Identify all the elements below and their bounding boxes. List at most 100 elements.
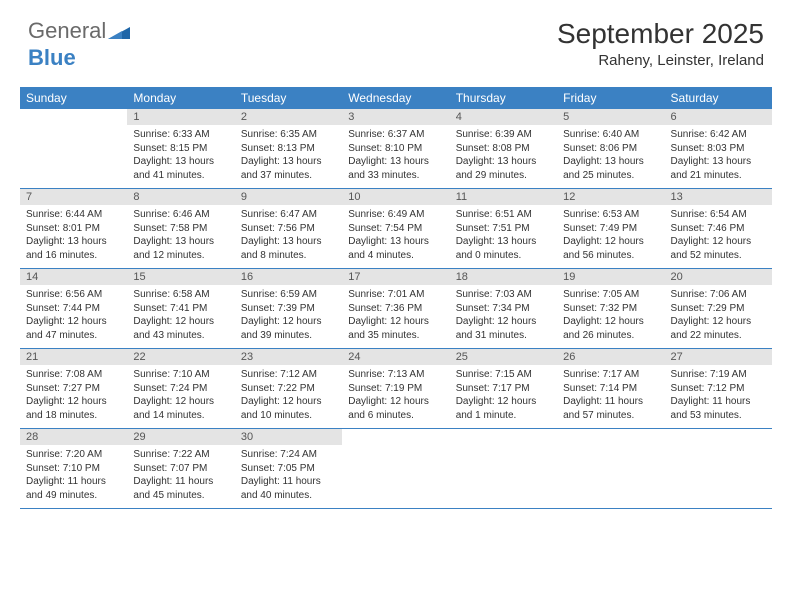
day-info-line: and 57 minutes. — [563, 409, 658, 423]
day-of-week-header: Sunday — [20, 87, 127, 109]
day-number-cell — [342, 429, 449, 446]
day-number-cell: 13 — [665, 189, 772, 206]
day-info-line: Daylight: 13 hours — [241, 235, 336, 249]
day-info-line: Daylight: 12 hours — [563, 315, 658, 329]
calendar-head: SundayMondayTuesdayWednesdayThursdayFrid… — [20, 87, 772, 109]
days-of-week-row: SundayMondayTuesdayWednesdayThursdayFrid… — [20, 87, 772, 109]
day-info-line: Sunrise: 6:37 AM — [348, 128, 443, 142]
day-info-line: Sunset: 8:08 PM — [456, 142, 551, 156]
day-info-line: Sunrise: 6:47 AM — [241, 208, 336, 222]
day-content-row: Sunrise: 6:33 AMSunset: 8:15 PMDaylight:… — [20, 125, 772, 189]
day-info-line: Sunset: 8:03 PM — [671, 142, 766, 156]
day-info-line: and 10 minutes. — [241, 409, 336, 423]
page-header: General Blue September 2025 Raheny, Lein… — [0, 0, 792, 77]
day-info-line: Sunrise: 6:33 AM — [133, 128, 228, 142]
day-number-cell — [20, 109, 127, 125]
day-content-cell: Sunrise: 7:05 AMSunset: 7:32 PMDaylight:… — [557, 285, 664, 349]
day-info-line: Sunrise: 6:35 AM — [241, 128, 336, 142]
day-info-line: Sunset: 8:06 PM — [563, 142, 658, 156]
day-info-line: Daylight: 12 hours — [133, 315, 228, 329]
day-number-cell: 11 — [450, 189, 557, 206]
day-info-line: Sunrise: 6:39 AM — [456, 128, 551, 142]
day-info-line: Daylight: 12 hours — [133, 395, 228, 409]
day-info-line: Sunrise: 6:53 AM — [563, 208, 658, 222]
day-of-week-header: Wednesday — [342, 87, 449, 109]
day-content-cell: Sunrise: 7:22 AMSunset: 7:07 PMDaylight:… — [127, 445, 234, 509]
day-info-line: Sunrise: 6:59 AM — [241, 288, 336, 302]
day-info-line: Daylight: 12 hours — [671, 315, 766, 329]
day-info-line: Daylight: 13 hours — [348, 235, 443, 249]
day-info-line: Sunset: 7:39 PM — [241, 302, 336, 316]
day-number-cell: 23 — [235, 349, 342, 366]
day-info-line: Sunrise: 7:19 AM — [671, 368, 766, 382]
brand-text-1: General — [28, 18, 106, 43]
day-info-line: Daylight: 13 hours — [348, 155, 443, 169]
day-number-cell: 22 — [127, 349, 234, 366]
day-info-line: Sunrise: 7:06 AM — [671, 288, 766, 302]
day-info-line: Daylight: 12 hours — [456, 395, 551, 409]
day-info-line: and 25 minutes. — [563, 169, 658, 183]
day-content-cell: Sunrise: 6:47 AMSunset: 7:56 PMDaylight:… — [235, 205, 342, 269]
day-content-cell: Sunrise: 6:46 AMSunset: 7:58 PMDaylight:… — [127, 205, 234, 269]
day-number-cell: 4 — [450, 109, 557, 125]
day-content-cell — [665, 445, 772, 509]
day-info-line: and 29 minutes. — [456, 169, 551, 183]
day-content-cell: Sunrise: 6:49 AMSunset: 7:54 PMDaylight:… — [342, 205, 449, 269]
day-info-line: Sunrise: 7:08 AM — [26, 368, 121, 382]
day-info-line: and 22 minutes. — [671, 329, 766, 343]
day-info-line: Sunrise: 6:44 AM — [26, 208, 121, 222]
day-info-line: and 21 minutes. — [671, 169, 766, 183]
day-info-line: Sunrise: 7:10 AM — [133, 368, 228, 382]
day-info-line: and 47 minutes. — [26, 329, 121, 343]
day-info-line: Sunrise: 7:05 AM — [563, 288, 658, 302]
day-info-line: Daylight: 13 hours — [671, 155, 766, 169]
brand-triangle-icon — [108, 19, 130, 45]
day-info-line: and 49 minutes. — [26, 489, 121, 503]
day-content-cell — [450, 445, 557, 509]
day-info-line: Sunset: 8:13 PM — [241, 142, 336, 156]
day-number-cell: 1 — [127, 109, 234, 125]
calendar-body: 123456Sunrise: 6:33 AMSunset: 8:15 PMDay… — [20, 109, 772, 509]
day-info-line: and 12 minutes. — [133, 249, 228, 263]
day-info-line: Sunrise: 7:20 AM — [26, 448, 121, 462]
day-of-week-header: Tuesday — [235, 87, 342, 109]
day-info-line: Sunrise: 6:46 AM — [133, 208, 228, 222]
day-content-cell: Sunrise: 6:33 AMSunset: 8:15 PMDaylight:… — [127, 125, 234, 189]
day-content-row: Sunrise: 6:44 AMSunset: 8:01 PMDaylight:… — [20, 205, 772, 269]
day-info-line: and 16 minutes. — [26, 249, 121, 263]
day-of-week-header: Monday — [127, 87, 234, 109]
day-number-cell: 29 — [127, 429, 234, 446]
brand-text: General Blue — [28, 18, 130, 71]
day-info-line: Sunrise: 7:22 AM — [133, 448, 228, 462]
day-info-line: and 35 minutes. — [348, 329, 443, 343]
day-info-line: Sunrise: 7:03 AM — [456, 288, 551, 302]
day-info-line: Sunset: 7:49 PM — [563, 222, 658, 236]
day-content-cell: Sunrise: 7:06 AMSunset: 7:29 PMDaylight:… — [665, 285, 772, 349]
day-info-line: Daylight: 11 hours — [26, 475, 121, 489]
day-info-line: Daylight: 12 hours — [241, 315, 336, 329]
day-content-cell: Sunrise: 6:58 AMSunset: 7:41 PMDaylight:… — [127, 285, 234, 349]
day-info-line: Daylight: 12 hours — [456, 315, 551, 329]
day-info-line: Sunset: 7:44 PM — [26, 302, 121, 316]
day-content-cell: Sunrise: 6:54 AMSunset: 7:46 PMDaylight:… — [665, 205, 772, 269]
day-number-cell — [450, 429, 557, 446]
day-number-cell: 16 — [235, 269, 342, 286]
day-info-line: Sunrise: 6:49 AM — [348, 208, 443, 222]
day-info-line: and 4 minutes. — [348, 249, 443, 263]
day-info-line: Sunrise: 7:01 AM — [348, 288, 443, 302]
day-info-line: Sunset: 7:32 PM — [563, 302, 658, 316]
day-info-line: Sunset: 7:46 PM — [671, 222, 766, 236]
day-info-line: Sunset: 8:10 PM — [348, 142, 443, 156]
day-info-line: Sunset: 7:24 PM — [133, 382, 228, 396]
day-number-cell: 12 — [557, 189, 664, 206]
day-of-week-header: Saturday — [665, 87, 772, 109]
day-content-cell: Sunrise: 7:10 AMSunset: 7:24 PMDaylight:… — [127, 365, 234, 429]
day-info-line: Sunset: 7:29 PM — [671, 302, 766, 316]
day-info-line: Sunset: 7:17 PM — [456, 382, 551, 396]
day-info-line: Daylight: 12 hours — [671, 235, 766, 249]
day-info-line: Sunset: 7:41 PM — [133, 302, 228, 316]
day-info-line: and 53 minutes. — [671, 409, 766, 423]
day-content-cell: Sunrise: 6:59 AMSunset: 7:39 PMDaylight:… — [235, 285, 342, 349]
day-info-line: Sunrise: 6:42 AM — [671, 128, 766, 142]
day-info-line: Sunrise: 7:15 AM — [456, 368, 551, 382]
